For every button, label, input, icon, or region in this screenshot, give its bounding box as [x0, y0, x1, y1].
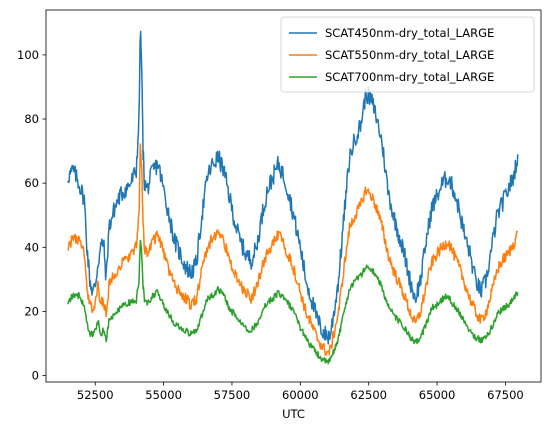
- x-axis-label: UTC: [282, 407, 305, 421]
- y-axis: 0 20 40 60 80 100: [17, 48, 46, 383]
- legend-box: [280, 16, 535, 93]
- x-tick-label: 62500: [350, 388, 387, 402]
- legend-label-3: SCAT700nm-dry_total_LARGE: [325, 70, 494, 84]
- y-tick-label: 80: [24, 112, 39, 126]
- y-tick-label: 60: [24, 176, 39, 190]
- plot-frame: [45, 9, 542, 383]
- x-tick-label: 52500: [77, 388, 114, 402]
- x-tick-label: 55000: [145, 388, 182, 402]
- series-line-1: [67, 30, 519, 345]
- series-line-2: [67, 143, 519, 356]
- y-tick-label: 0: [32, 369, 39, 383]
- x-axis: 52500 55000 57500 60000 62500 65000 67500: [77, 382, 524, 402]
- series-layer: [67, 30, 519, 365]
- series-line-3: [67, 239, 519, 365]
- legend-label-2: SCAT550nm-dry_total_LARGE: [325, 48, 494, 62]
- x-tick-label: 57500: [214, 388, 251, 402]
- y-tick-label: 40: [24, 240, 39, 254]
- x-tick-label: 65000: [419, 388, 456, 402]
- y-tick-label: 20: [24, 304, 39, 318]
- legend: SCAT450nm-dry_total_LARGE SCAT550nm-dry_t…: [280, 16, 535, 93]
- x-tick-label: 60000: [282, 388, 319, 402]
- x-tick-label: 67500: [487, 388, 524, 402]
- y-tick-label: 100: [17, 48, 39, 62]
- legend-label-1: SCAT450nm-dry_total_LARGE: [325, 26, 494, 40]
